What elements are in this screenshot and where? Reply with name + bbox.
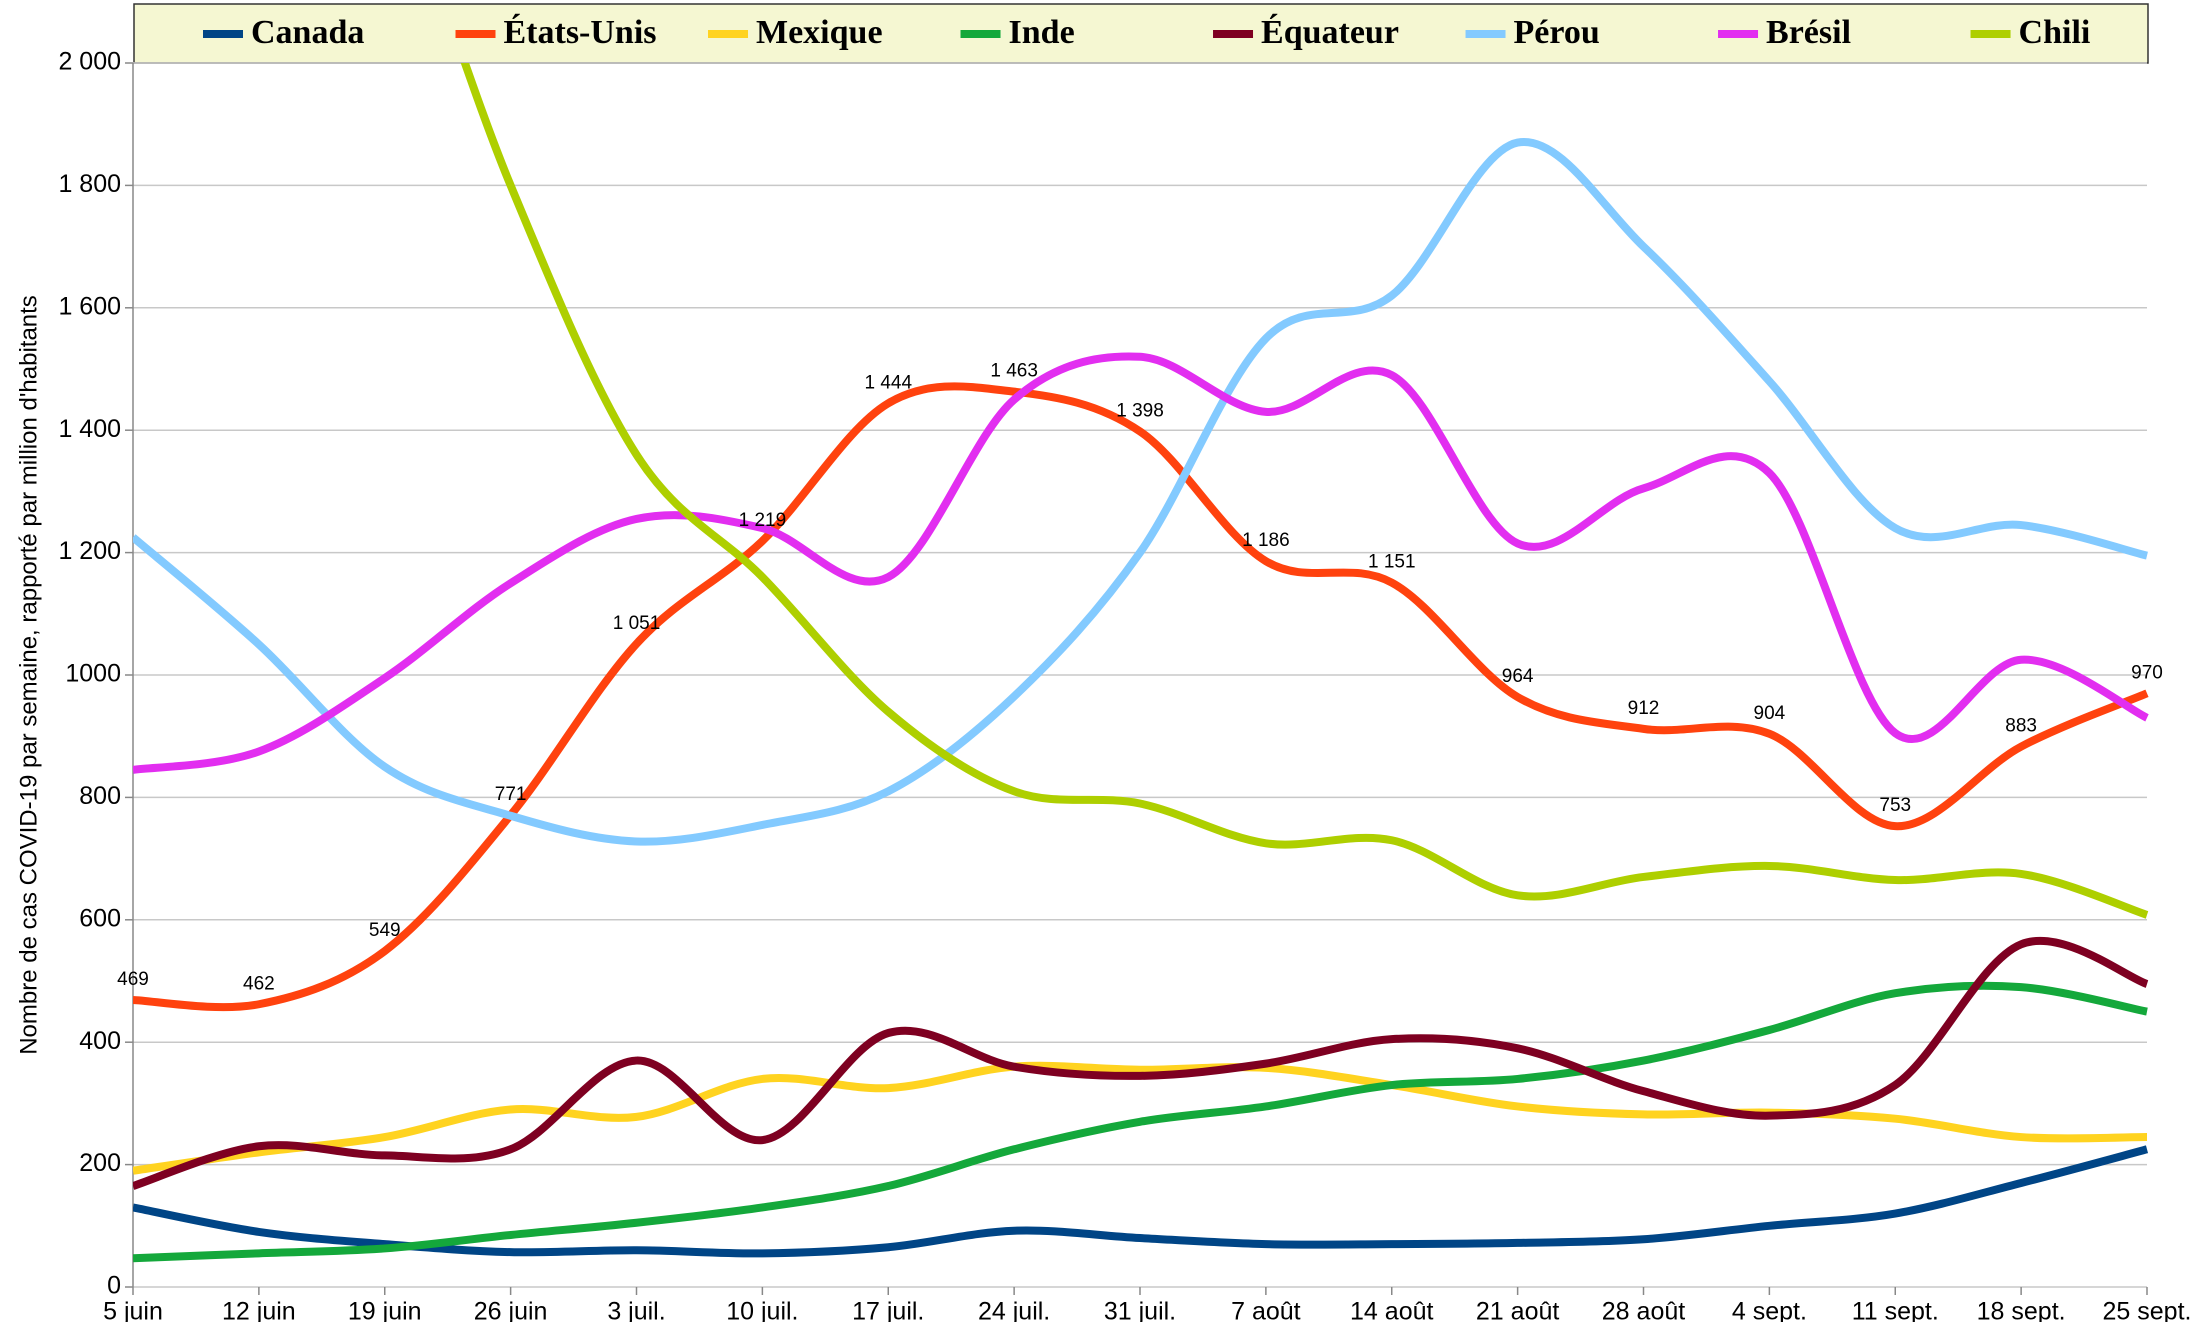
x-tick-label: 7 août <box>1231 1298 1301 1322</box>
data-label: 1 398 <box>1116 400 1164 421</box>
data-label: 469 <box>117 969 149 990</box>
data-label: 970 <box>2131 662 2163 683</box>
y-tick-label: 1 400 <box>58 415 121 443</box>
x-tick-label: 17 juil. <box>852 1298 924 1322</box>
data-label: 912 <box>1628 698 1660 719</box>
series-line <box>133 1145 2149 1258</box>
y-axis-label: Nombre de cas COVID-19 par semaine, rapp… <box>15 295 42 1055</box>
x-tick-label: 28 août <box>1602 1298 1685 1322</box>
y-tick-label: 400 <box>79 1027 121 1055</box>
y-tick-label: 2 000 <box>58 48 121 76</box>
series-line <box>133 352 2149 774</box>
y-tick-label: 1 200 <box>58 537 121 565</box>
y-tick-label: 1000 <box>65 660 121 688</box>
data-label: 1 051 <box>613 613 661 634</box>
x-tick-label: 31 juil. <box>1104 1298 1176 1322</box>
x-tick-label: 21 août <box>1476 1298 1559 1322</box>
legend-label: Équateur <box>1261 14 1399 51</box>
x-tick-label: 26 juin <box>474 1298 548 1322</box>
data-label: 904 <box>1754 703 1786 724</box>
y-tick-label: 800 <box>79 782 121 810</box>
data-label: 964 <box>1502 666 1534 687</box>
legend-label: Mexique <box>756 14 883 51</box>
data-label: 1 463 <box>990 361 1038 382</box>
legend-label: Pérou <box>1514 14 1600 51</box>
y-tick-label: 1 600 <box>58 292 121 320</box>
x-tick-label: 12 juin <box>222 1298 296 1322</box>
series-line <box>460 63 2149 919</box>
x-tick-label: 4 sept. <box>1732 1298 1807 1322</box>
x-tick-label: 11 sept. <box>1852 1298 1939 1322</box>
legend-label: Inde <box>1009 14 1075 51</box>
plot-area <box>133 63 2149 1263</box>
y-tick-label: 200 <box>79 1149 121 1177</box>
x-tick-label: 19 juin <box>348 1298 422 1322</box>
series-line <box>133 981 2148 1263</box>
series-line <box>133 138 2148 846</box>
data-label: 883 <box>2005 716 2037 737</box>
data-label: 1 151 <box>1368 552 1416 573</box>
data-label: 753 <box>1879 795 1911 816</box>
legend-label: Canada <box>251 14 364 51</box>
y-tick-label: 600 <box>79 904 121 932</box>
legend-label: États-Unis <box>504 14 657 51</box>
legend-label: Chili <box>2019 14 2091 51</box>
y-tick-label: 1 800 <box>58 170 121 198</box>
data-label: 1 444 <box>864 372 912 393</box>
data-label: 1 219 <box>739 510 787 531</box>
series-line <box>133 936 2149 1190</box>
series-line <box>133 382 2149 1012</box>
data-label: 1 186 <box>1242 530 1290 551</box>
x-tick-label: 14 août <box>1350 1298 1433 1322</box>
x-tick-label: 25 sept. <box>2103 1298 2190 1322</box>
x-tick-label: 3 juil. <box>607 1298 665 1322</box>
data-label: 771 <box>495 784 527 805</box>
data-label: 549 <box>369 920 401 941</box>
x-tick-label: 10 juil. <box>726 1298 798 1322</box>
x-tick-label: 24 juil. <box>978 1298 1050 1322</box>
x-tick-label: 18 sept. <box>1977 1298 2066 1322</box>
legend-label: Brésil <box>1766 14 1851 51</box>
data-label: 462 <box>243 973 275 994</box>
y-tick-label: 0 <box>107 1272 121 1300</box>
x-tick-label: 5 juin <box>103 1298 163 1322</box>
